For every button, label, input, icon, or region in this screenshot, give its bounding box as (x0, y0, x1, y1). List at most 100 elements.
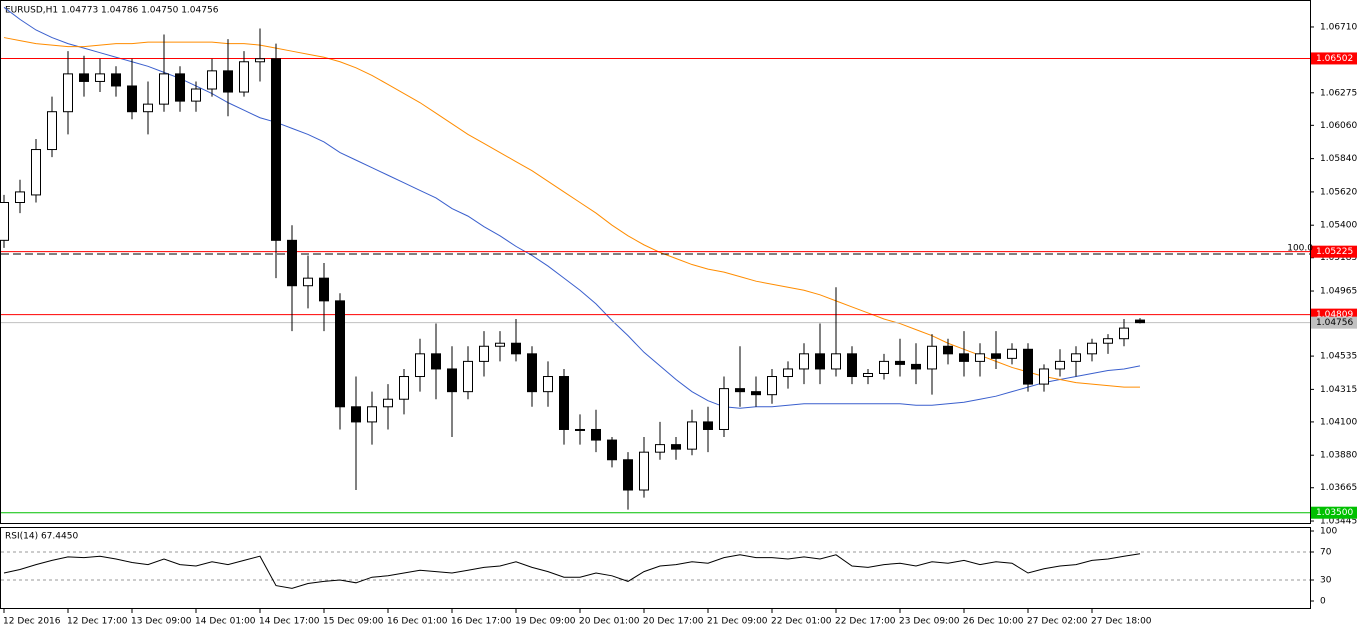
y-tick-label: 1.05840 (1320, 154, 1357, 164)
x-tick-label: 27 Dec 02:00 (1027, 617, 1088, 627)
candle-body (383, 398, 393, 408)
price-label: 1.04756 (1316, 318, 1353, 328)
y-tick-label: 1.04535 (1320, 352, 1357, 362)
candle-body (1087, 342, 1097, 355)
y-tick-label: 1.04315 (1320, 385, 1357, 395)
candle-body (239, 61, 249, 93)
candle-body (351, 406, 361, 423)
candle-body (207, 70, 217, 90)
y-tick-label: 30 (1320, 576, 1332, 586)
price-label-box (1311, 52, 1357, 65)
candle-body (1103, 338, 1113, 344)
y-tick-label: 0 (1320, 597, 1326, 607)
x-tick-label: 27 Dec 18:00 (1091, 617, 1152, 627)
candle-body (639, 451, 649, 491)
chart-title: EURUSD,H1 1.04773 1.04786 1.04750 1.0475… (5, 6, 219, 16)
candle-body (751, 391, 761, 396)
candle-body (319, 277, 329, 302)
candle-body (687, 421, 697, 450)
candle-body (959, 353, 969, 362)
candle-body (671, 444, 681, 450)
price-label: 1.03500 (1316, 508, 1353, 518)
y-tick-label: 1.05620 (1320, 187, 1357, 197)
candle-body (735, 388, 745, 393)
candle-body (719, 388, 729, 430)
candle-body (1135, 319, 1145, 324)
candle-body (783, 368, 793, 378)
candle-body (927, 345, 937, 370)
x-tick-label: 14 Dec 17:00 (259, 617, 320, 627)
candle-body (607, 439, 617, 461)
candle-body (479, 345, 489, 362)
candle-body (863, 372, 873, 378)
candle-body (815, 353, 825, 370)
moving-average (3, 6, 1141, 409)
candle-body (703, 421, 713, 430)
candle-body (847, 353, 857, 378)
level-label: 100.0 (1287, 243, 1313, 253)
candle-body (271, 58, 281, 241)
candle-body (47, 111, 57, 151)
x-tick-label: 26 Dec 10:00 (963, 617, 1024, 627)
x-tick-label: 22 Dec 17:00 (835, 617, 896, 627)
candle-body (943, 345, 953, 355)
y-tick-label: 1.03880 (1320, 451, 1357, 461)
y-tick-label: 1.05400 (1320, 221, 1357, 231)
candle-body (399, 376, 409, 400)
candle-body (975, 353, 985, 362)
candle-body (287, 239, 297, 287)
candle-body (799, 353, 809, 370)
price-label-box (1311, 506, 1357, 519)
y-tick-label: 1.06710 (1320, 22, 1357, 32)
rsi-title: RSI(14) 67.4450 (5, 532, 78, 542)
candle-body (1039, 368, 1049, 385)
candle-body (495, 342, 505, 347)
candle-body (63, 73, 73, 113)
candle-body (0, 202, 9, 241)
price-label: 1.04809 (1316, 310, 1353, 320)
candle-body (511, 342, 521, 355)
price-label-box (1311, 316, 1357, 329)
candle-body (911, 363, 921, 370)
x-tick-label: 23 Dec 09:00 (899, 617, 960, 627)
rsi-line (3, 553, 1141, 589)
candle-body (111, 73, 121, 87)
price-label: 1.06502 (1316, 54, 1353, 64)
y-tick-label: 1.03665 (1320, 483, 1357, 493)
candle-body (335, 300, 345, 408)
candle-body (767, 376, 777, 396)
candle-body (143, 103, 153, 113)
y-tick-label: 1.05185 (1320, 253, 1357, 263)
candle-body (447, 368, 457, 393)
candle-body (463, 360, 473, 393)
y-tick-label: 1.04965 (1320, 287, 1357, 297)
x-tick-label: 20 Dec 17:00 (643, 617, 704, 627)
candle-body (655, 444, 665, 453)
candle-body (79, 73, 89, 82)
candle-body (95, 73, 105, 82)
y-tick-label: 1.03445 (1320, 517, 1357, 527)
x-tick-label: 16 Dec 17:00 (451, 617, 512, 627)
x-tick-label: 12 Dec 2016 (3, 617, 61, 627)
candle-body (831, 353, 841, 370)
candle-body (575, 428, 585, 431)
x-tick-label: 21 Dec 09:00 (707, 617, 768, 627)
candle-body (543, 376, 553, 393)
price-label: 1.05225 (1316, 247, 1353, 257)
candle-body (991, 353, 1001, 359)
candle-body (879, 360, 889, 374)
moving-average (3, 37, 1140, 388)
candle-body (1007, 348, 1017, 359)
x-tick-label: 12 Dec 17:00 (67, 617, 128, 627)
candle-body (175, 73, 185, 102)
candle-body (623, 459, 633, 491)
candle-body (559, 376, 569, 430)
price-pane (0, 0, 1311, 524)
y-tick-label: 1.04100 (1320, 417, 1357, 427)
x-tick-label: 16 Dec 01:00 (387, 617, 448, 627)
candle-body (1119, 327, 1129, 340)
candle-body (303, 277, 313, 287)
x-tick-label: 13 Dec 09:00 (131, 617, 192, 627)
price-label-box (1311, 245, 1357, 258)
